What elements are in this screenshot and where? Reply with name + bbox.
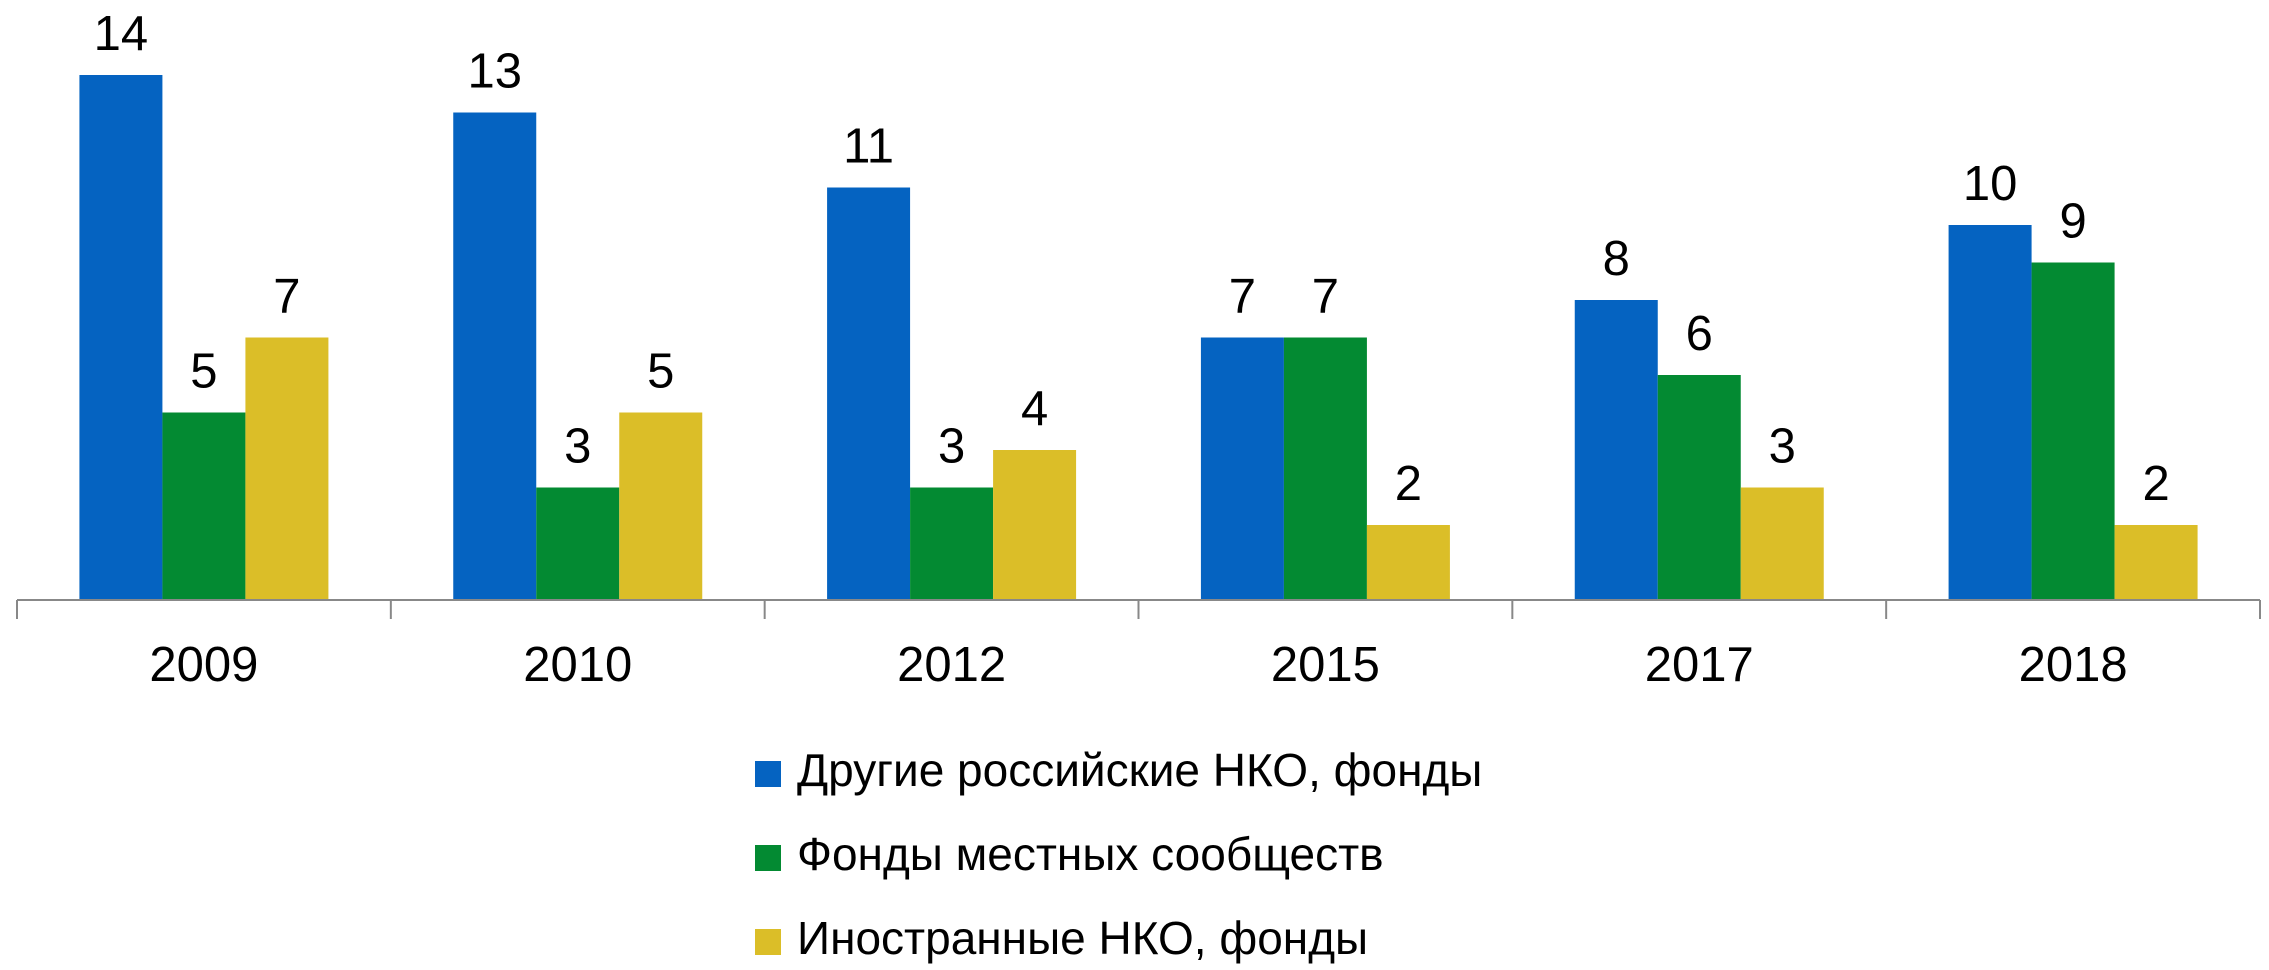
x-tick-label: 2018 [2019, 638, 2128, 692]
legend-swatch [755, 845, 781, 871]
data-label: 7 [1229, 269, 1256, 323]
bar [453, 112, 537, 600]
data-label: 11 [843, 119, 894, 173]
bar [1740, 487, 1824, 600]
bar [245, 337, 329, 600]
legend-swatch [755, 929, 781, 955]
x-tick-label: 2009 [149, 638, 258, 692]
data-label: 7 [1312, 269, 1339, 323]
data-label: 14 [94, 7, 149, 61]
x-tick-label: 2010 [523, 638, 632, 692]
bar [79, 75, 163, 600]
data-label: 9 [2059, 194, 2086, 248]
data-label: 3 [938, 419, 965, 473]
bar [993, 450, 1077, 600]
bar [1283, 337, 1367, 600]
bar [910, 487, 994, 600]
data-label: 2 [2142, 457, 2169, 511]
data-label: 7 [273, 269, 300, 323]
bar [1657, 375, 1741, 600]
x-tick-label: 2012 [897, 638, 1006, 692]
bar [1574, 300, 1658, 600]
bar [2114, 525, 2198, 600]
bar [162, 412, 246, 600]
legend-swatch [755, 761, 781, 787]
bar [619, 412, 703, 600]
bar [2031, 262, 2115, 600]
data-label: 3 [1769, 419, 1796, 473]
data-label: 5 [190, 344, 217, 398]
bar [827, 187, 911, 600]
bar [1366, 525, 1450, 600]
data-label: 2 [1395, 457, 1422, 511]
data-label: 4 [1021, 382, 1048, 436]
data-label: 10 [1963, 157, 2018, 211]
legend-label: Фонды местных сообществ [797, 828, 1384, 880]
bar [1200, 337, 1284, 600]
bar [1948, 225, 2032, 600]
x-tick-label: 2017 [1645, 638, 1754, 692]
bar [536, 487, 620, 600]
x-tick-label: 2015 [1271, 638, 1380, 692]
legend-label: Другие российские НКО, фонды [797, 744, 1482, 796]
legend-label: Иностранные НКО, фонды [797, 912, 1368, 964]
data-label: 5 [647, 344, 674, 398]
data-label: 3 [564, 419, 591, 473]
data-label: 13 [467, 44, 522, 98]
data-label: 6 [1686, 307, 1713, 361]
data-label: 8 [1603, 232, 1630, 286]
